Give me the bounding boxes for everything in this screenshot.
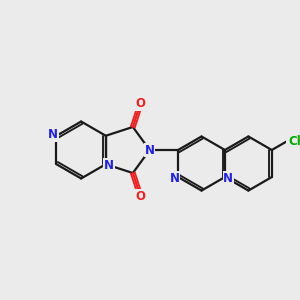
- Text: N: N: [170, 172, 180, 185]
- Text: N: N: [224, 172, 233, 185]
- Text: Cl: Cl: [288, 135, 300, 148]
- Text: N: N: [104, 159, 114, 172]
- Text: N: N: [48, 128, 58, 141]
- Text: O: O: [136, 190, 146, 203]
- Text: N: N: [145, 143, 154, 157]
- Text: O: O: [136, 97, 146, 110]
